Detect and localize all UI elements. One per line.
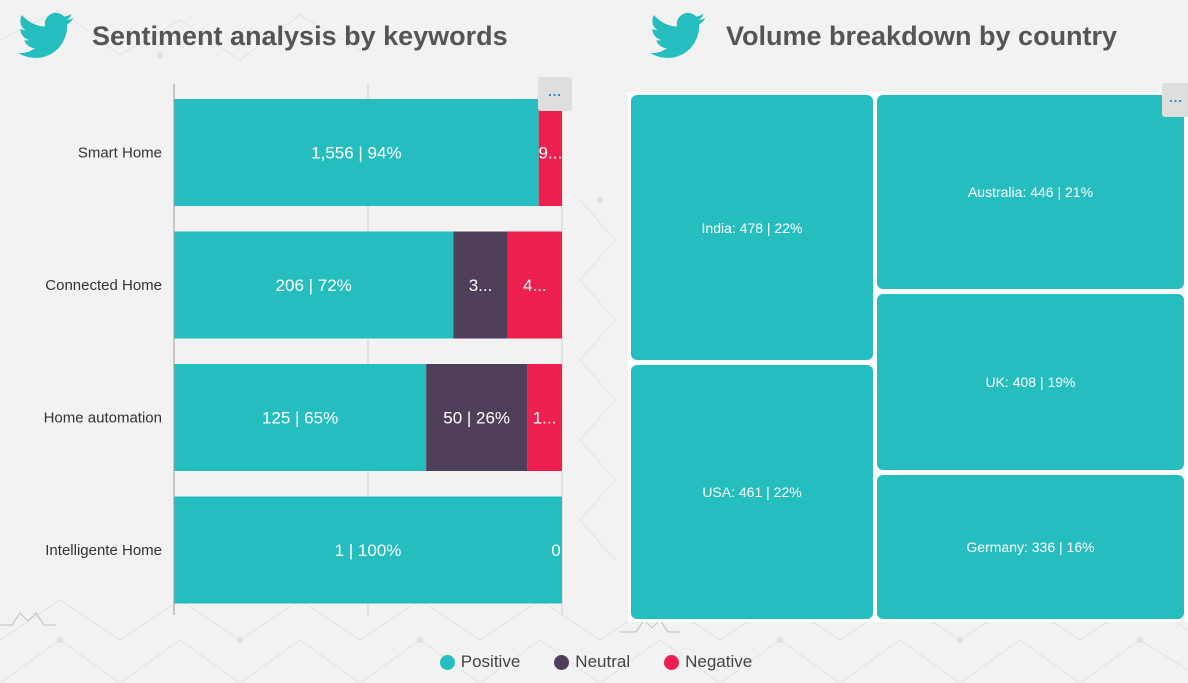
treemap-menu-button[interactable]: ... [1162,83,1188,117]
twitter-bird-icon [650,12,706,58]
data-label: 1... [533,409,557,428]
treemap-cell-uk[interactable]: UK: 408 | 19% [877,294,1184,470]
data-label: 1,556 | 94% [311,144,401,163]
bar-segment-negative [507,231,562,339]
legend-swatch-positive [439,654,455,670]
treemap-cell-australia[interactable]: Australia: 446 | 21% [877,95,1184,289]
bar-segment-positive [174,496,562,604]
treemap-cell-label: UK: 408 | 19% [985,374,1076,390]
data-label: 3... [469,276,493,295]
bar-segment-negative [538,99,562,206]
sentiment-chart-title: Sentiment analysis by keywords [92,20,508,51]
bar-segment-positive [174,364,427,471]
legend-swatch-negative [664,654,680,670]
bar-segment-positive [174,231,454,339]
twitter-bird-icon [18,12,74,58]
data-label: 125 | 65% [262,409,338,428]
data-label: 206 | 72% [276,276,352,295]
data-label: 1 | 100% [335,541,402,560]
legend-label-positive: Positive [460,652,521,671]
category-label: Connected Home [45,277,162,294]
sentiment-chart-menu-button[interactable]: ... [538,77,572,111]
legend-label-neutral: Neutral [575,652,631,671]
treemap-cell-label: India: 478 | 22% [701,219,803,236]
treemap-cell-label: Germany: 336 | 16% [966,539,1095,555]
treemap-cell-india[interactable]: India: 478 | 22% [631,95,873,360]
data-label: 4... [523,276,547,295]
sentiment-bar-chart: Smart Home 1,556 | 94% 0 9... Connected Home… [44,84,563,615]
country-volume-treemap: India: 478 | 22% USA: 461 | 22% Australia:… [628,92,1188,622]
volume-chart-title: Volume breakdown by country [726,20,1118,51]
treemap-cell-label: Australia: 446 | 21% [967,184,1094,200]
legend-item-neutral[interactable]: Neutral [554,652,630,672]
bar-segment-neutral [453,231,508,339]
legend-item-positive[interactable]: Positive [439,652,521,672]
legend-item-negative[interactable]: Negative [664,652,752,672]
data-label: 50 | 26% [443,409,510,428]
legend-swatch-neutral [554,654,570,670]
chart-legend: Positive Neutral Negative [0,652,1188,672]
treemap-cell-label: USA: 461 | 22% [702,484,802,500]
treemap-cell-germany[interactable]: Germany: 336 | 16% [877,475,1184,619]
category-label: Home automation [44,410,162,427]
treemap-cell-usa[interactable]: USA: 461 | 22% [631,365,873,619]
sentiment-panel-header: Sentiment analysis by keywords [18,8,508,64]
bar-segment-positive [174,99,539,206]
data-label: 9... [539,144,563,163]
bar-segment-negative [527,364,562,471]
volume-panel-header: Volume breakdown by country [650,8,1117,64]
category-label: Smart Home [78,145,162,162]
category-label: Intelligente Home [45,542,162,559]
legend-label-negative: Negative [685,652,753,671]
bar-segment-neutral [426,364,528,471]
data-label: 0 [551,541,560,560]
